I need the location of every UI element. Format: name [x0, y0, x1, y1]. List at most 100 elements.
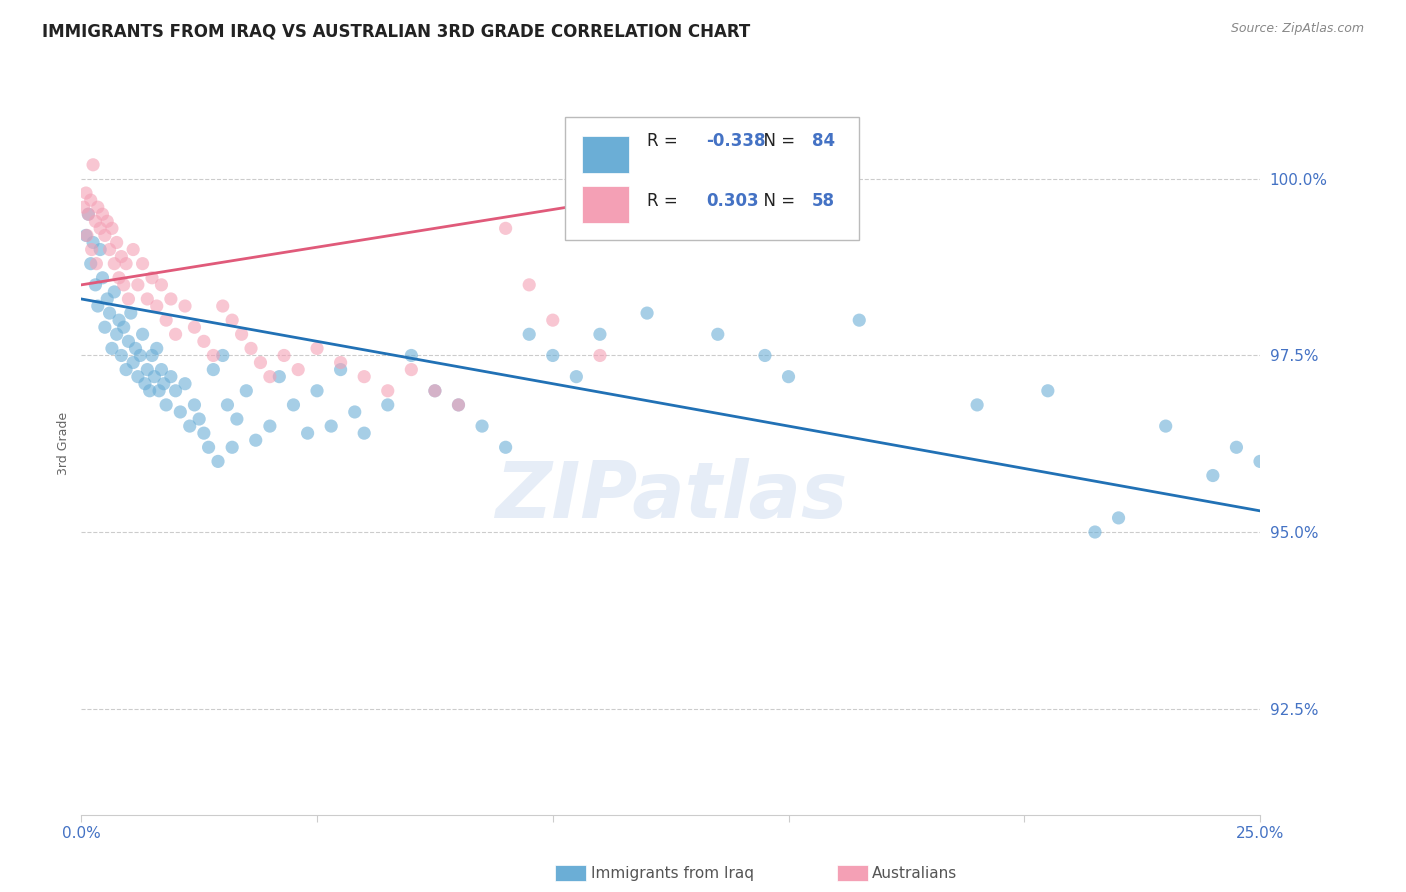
Point [197, 440, 219, 454]
Point [136, 292, 159, 306]
Point [117, 334, 139, 349]
Point [207, 454, 229, 468]
Point [471, 419, 494, 434]
Point [231, 327, 253, 342]
Point [82, 235, 104, 250]
Point [110, 250, 132, 264]
Point [145, 342, 167, 356]
Point [103, 285, 125, 299]
Point [401, 349, 423, 363]
Point [127, 277, 149, 292]
Point [160, 292, 183, 306]
Point [72, 200, 94, 214]
Point [273, 349, 295, 363]
Point [174, 299, 197, 313]
Point [115, 257, 138, 271]
Point [249, 355, 271, 369]
Point [87, 299, 110, 313]
Point [305, 342, 328, 356]
Point [636, 306, 658, 320]
Point [1084, 524, 1107, 539]
Point [150, 277, 173, 292]
Point [259, 369, 281, 384]
Point [122, 355, 145, 369]
Text: N =: N = [754, 192, 800, 210]
Point [75, 186, 97, 200]
Point [89, 243, 111, 257]
Point [82, 158, 104, 172]
Text: ZIPatlas: ZIPatlas [495, 458, 846, 533]
Y-axis label: 3rd Grade: 3rd Grade [58, 412, 70, 475]
Point [141, 270, 163, 285]
Point [1225, 440, 1247, 454]
Point [77, 207, 100, 221]
Point [115, 362, 138, 376]
Point [143, 369, 166, 384]
Point [91, 207, 114, 221]
Point [353, 426, 375, 441]
FancyBboxPatch shape [565, 118, 859, 240]
Point [138, 384, 160, 398]
Point [423, 384, 446, 398]
Point [517, 327, 540, 342]
Text: N =: N = [754, 132, 800, 150]
Point [179, 419, 201, 434]
Point [269, 369, 291, 384]
Text: IMMIGRANTS FROM IRAQ VS AUSTRALIAN 3RD GRADE CORRELATION CHART: IMMIGRANTS FROM IRAQ VS AUSTRALIAN 3RD G… [42, 22, 751, 40]
Point [565, 369, 588, 384]
Point [105, 235, 128, 250]
Point [1108, 511, 1130, 525]
Point [183, 398, 205, 412]
Point [193, 426, 215, 441]
Point [89, 221, 111, 235]
Point [129, 349, 152, 363]
Point [150, 362, 173, 376]
Point [589, 327, 612, 342]
Point [165, 384, 187, 398]
Point [127, 369, 149, 384]
Point [96, 214, 118, 228]
Point [801, 165, 824, 179]
Text: Source: ZipAtlas.com: Source: ZipAtlas.com [1230, 22, 1364, 36]
Text: R =: R = [647, 132, 683, 150]
Point [211, 349, 233, 363]
Point [141, 349, 163, 363]
Point [353, 369, 375, 384]
Point [98, 243, 121, 257]
Text: 0.303: 0.303 [706, 192, 759, 210]
Point [136, 362, 159, 376]
Point [217, 398, 239, 412]
Point [188, 412, 211, 426]
Point [124, 342, 146, 356]
Point [131, 257, 153, 271]
Point [202, 362, 225, 376]
Point [101, 221, 124, 235]
Point [377, 384, 399, 398]
Text: 84: 84 [813, 132, 835, 150]
Point [76, 228, 98, 243]
Point [423, 384, 446, 398]
Point [110, 349, 132, 363]
Point [131, 327, 153, 342]
Point [1036, 384, 1059, 398]
Point [343, 405, 366, 419]
Point [94, 228, 117, 243]
Point [160, 369, 183, 384]
Point [707, 327, 730, 342]
Point [148, 384, 170, 398]
Point [235, 384, 257, 398]
Point [134, 376, 156, 391]
Point [377, 398, 399, 412]
Point [101, 342, 124, 356]
Point [221, 440, 243, 454]
Point [108, 270, 131, 285]
Point [321, 419, 343, 434]
Bar [582, 186, 630, 223]
Point [77, 207, 100, 221]
Point [84, 214, 107, 228]
Point [211, 299, 233, 313]
Point [329, 355, 352, 369]
Point [240, 342, 263, 356]
Point [155, 398, 177, 412]
Point [94, 320, 117, 334]
